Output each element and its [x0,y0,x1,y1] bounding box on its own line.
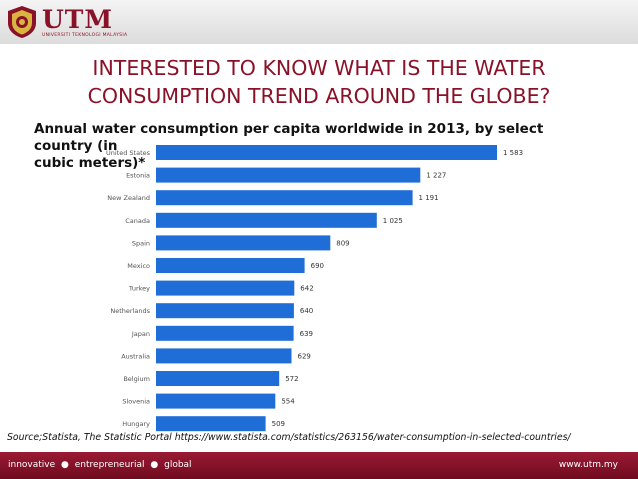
chart-subtitle-line-2: cubic meters)* [34,155,146,171]
value-label: 554 [281,398,295,406]
value-label: 690 [311,262,324,270]
bar-netherlands [156,303,294,319]
chart-subtitle: Annual water consumption per capita worl… [34,121,594,172]
tagline-global: global [164,460,192,470]
category-label: Mexico [127,262,150,270]
slide-title-line-2: CONSUMPTION TREND AROUND THE GLOBE? [87,84,551,108]
category-label: Belgium [123,375,150,383]
category-label: Spain [132,239,150,247]
bar-new-zealand [156,190,413,206]
value-label: 509 [272,420,285,428]
value-label: 809 [336,239,349,247]
bar-turkey [156,280,295,296]
tagline-entrepreneurial: entrepreneurial [74,460,145,470]
bullet-icon: ● [61,460,69,470]
value-label: 639 [300,330,313,338]
top-header-band: UTM UNIVERSITI TEKNOLOGI MALAYSIA [0,0,638,44]
category-label: New Zealand [107,194,150,202]
logo-subtext: UNIVERSITI TEKNOLOGI MALAYSIA [42,32,128,38]
bullet-icon: ● [150,460,159,470]
bar-chart: United States 1 583 Estonia 1 227 New Zealan… [106,145,523,432]
value-label: 629 [297,352,310,360]
slide-title-line-1: INTERESTED TO KNOW WHAT IS THE WATER [92,56,546,80]
value-label: 1 583 [503,149,523,157]
utm-logo: UTM UNIVERSITI TEKNOLOGI MALAYSIA [6,4,127,40]
bar-hungary [156,416,266,432]
bar-belgium [156,371,280,386]
tagline-innovative: innovative [8,460,56,470]
bar-japan [156,325,294,341]
category-label: Estonia [126,172,150,180]
utm-crest-icon [8,6,36,38]
logo-text: UTM [42,4,114,34]
bar-mexico [156,258,305,273]
category-label: Hungary [122,420,150,428]
value-label: 1 025 [383,217,403,225]
category-label: Netherlands [110,307,150,315]
website-link[interactable]: www.utm.my [558,460,618,470]
value-label: 1 191 [419,194,439,202]
slide-title: INTERESTED TO KNOW WHAT IS THE WATER CON… [20,54,618,110]
bar-estonia [156,167,421,183]
value-label: 640 [300,307,313,315]
bar-spain [156,235,331,251]
value-label: 572 [285,375,298,383]
bar-united-states [156,145,497,160]
bar-australia [156,348,292,364]
source-citation: Source;Statista, The Statistic Portal ht… [7,432,571,443]
category-label: Slovenia [122,398,150,406]
category-label: Japan [131,330,150,338]
footer-tagline: innovative ● entrepreneurial ● global [8,460,192,470]
chart-subtitle-line-1: Annual water consumption per capita worl… [34,121,544,154]
value-label: 642 [300,285,313,293]
category-label: Australia [121,352,150,360]
category-label: United States [106,149,151,157]
bar-slovenia [156,393,276,409]
category-label: Canada [125,217,150,225]
bar-canada [156,212,377,228]
footer-band: innovative ● entrepreneurial ● global ww… [0,452,638,479]
value-label: 1 227 [426,172,446,180]
category-label: Turkey [128,285,150,293]
